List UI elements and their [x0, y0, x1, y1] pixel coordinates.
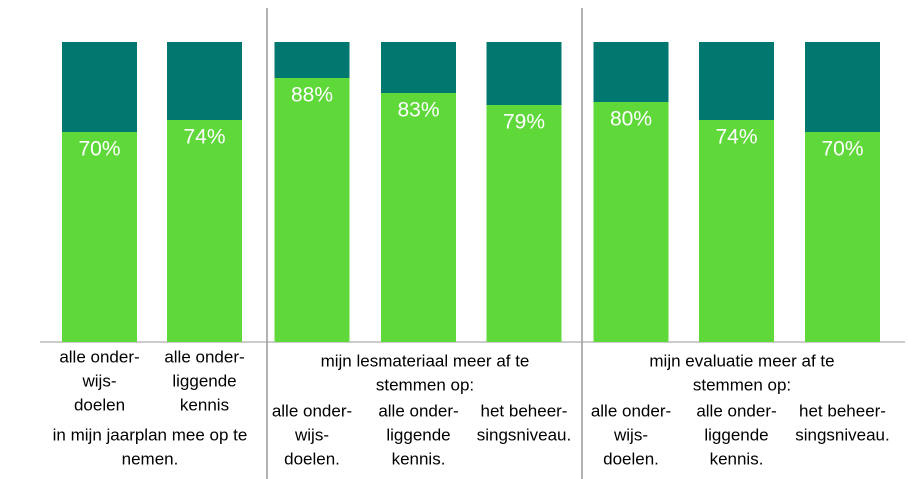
bar-segment — [381, 93, 456, 342]
bar-segment — [593, 42, 669, 102]
value-label: 70% — [78, 138, 120, 161]
x-tick-label: het beheer- — [799, 401, 886, 420]
x-tick-label: kennis. — [392, 449, 446, 468]
x-tick-label: het beheer- — [481, 401, 568, 420]
value-label: 74% — [183, 126, 225, 149]
value-label: 88% — [291, 84, 333, 107]
x-tick-label: liggende — [704, 425, 768, 444]
bar-segment — [274, 78, 350, 342]
value-label: 74% — [715, 126, 757, 149]
bar-segment — [62, 132, 137, 342]
value-label: 79% — [503, 111, 545, 134]
x-tick-label: singsniveau. — [477, 425, 572, 444]
x-tick-label: liggende — [386, 425, 450, 444]
bar-segment — [167, 120, 242, 342]
x-tick-label: singsniveau. — [795, 425, 890, 444]
x-tick-label: doelen. — [284, 449, 340, 468]
bar-segment — [699, 120, 774, 342]
x-tick-label: alle onder- — [591, 401, 671, 420]
x-tick-label: alle onder- — [164, 347, 244, 366]
bar-segment — [486, 42, 562, 105]
bar-segment — [486, 105, 562, 342]
bar-segment — [805, 42, 880, 132]
x-tick-label: wijs- — [82, 371, 117, 390]
x-tick-label: alle onder- — [696, 401, 776, 420]
value-label: 80% — [610, 108, 652, 131]
bar-segment — [593, 102, 669, 342]
group-label: in mijn jaarplan mee op te — [53, 425, 248, 444]
group-label: mijn lesmateriaal meer af te — [321, 351, 530, 370]
x-tick-label: kennis — [180, 395, 229, 414]
x-tick-label: liggende — [172, 371, 236, 390]
group-label: stemmen op: — [693, 375, 791, 394]
x-tick-label: alle onder- — [378, 401, 458, 420]
value-label: 70% — [821, 138, 863, 161]
bar-segment — [805, 132, 880, 342]
bar-segment — [699, 42, 774, 120]
x-tick-label: alle onder- — [59, 347, 139, 366]
x-tick-label: kennis. — [710, 449, 764, 468]
group-label: mijn evaluatie meer af te — [649, 351, 834, 370]
bar-segment — [274, 42, 350, 78]
bar-segment — [62, 42, 137, 132]
x-tick-label: alle onder- — [272, 401, 352, 420]
bar-segment — [381, 42, 456, 93]
bar-segment — [167, 42, 242, 120]
group-label: stemmen op: — [376, 375, 474, 394]
value-label: 83% — [397, 99, 439, 122]
x-tick-label: doelen. — [603, 449, 659, 468]
group-label: nemen. — [122, 449, 179, 468]
x-tick-label: doelen — [74, 395, 125, 414]
x-tick-label: wijs- — [294, 425, 329, 444]
x-tick-label: wijs- — [613, 425, 648, 444]
